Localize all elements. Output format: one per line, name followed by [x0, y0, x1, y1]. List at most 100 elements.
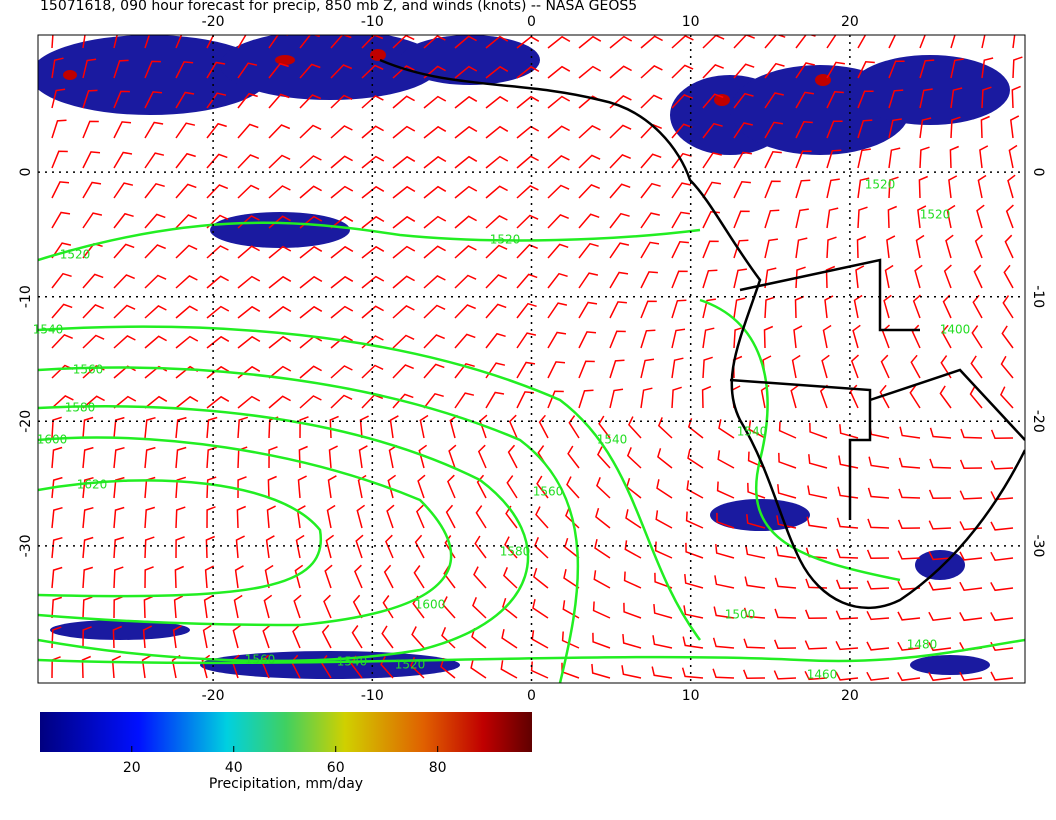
wind-barb	[795, 237, 808, 259]
wind-barb	[392, 155, 416, 169]
wind-barb	[656, 479, 673, 499]
wind-barb	[547, 390, 564, 409]
wind-barb	[81, 655, 91, 679]
wind-barb	[928, 489, 952, 499]
wind-barb	[971, 325, 983, 349]
wind-barb	[330, 155, 353, 169]
wind-barb	[454, 304, 476, 319]
wind-barb	[888, 89, 904, 109]
wind-barb	[330, 335, 353, 349]
wind-barb	[454, 333, 476, 349]
wind-barb	[743, 607, 766, 619]
wind-barb	[51, 272, 72, 289]
wind-barb	[268, 335, 292, 349]
wind-barb	[144, 365, 168, 379]
wind-barb	[144, 121, 164, 139]
wind-barb	[836, 548, 859, 559]
wind-barb	[794, 295, 805, 319]
wind-barb	[868, 456, 890, 469]
wind-barb	[795, 266, 806, 289]
wind-barb	[974, 234, 983, 259]
wind-barb	[835, 610, 859, 620]
wind-barb	[143, 595, 153, 619]
wind-barb	[144, 566, 154, 589]
wind-barb	[671, 299, 687, 319]
wind-barb	[671, 241, 689, 259]
wind-barb	[144, 213, 166, 229]
wind-barb	[897, 550, 921, 560]
wind-barb	[621, 665, 642, 679]
wind-barb	[534, 537, 549, 559]
wind-barb	[51, 506, 63, 529]
wind-barb	[474, 535, 487, 559]
wind-barb	[206, 506, 216, 529]
wind-barb	[897, 580, 921, 591]
wind-barb	[237, 416, 249, 439]
wind-barb	[268, 305, 292, 319]
wind-barb	[423, 125, 447, 139]
wind-barb	[578, 65, 602, 79]
wind-barb	[299, 35, 320, 49]
wind-barb	[898, 457, 921, 469]
wind-barb	[268, 154, 291, 169]
wind-barb	[857, 206, 868, 229]
wind-barb	[836, 517, 859, 529]
wind-barb	[516, 361, 536, 379]
wind-barb	[702, 152, 722, 169]
wind-barb	[733, 297, 746, 319]
wind-barb	[530, 661, 549, 679]
contour-label: 1520	[920, 208, 951, 222]
wind-barb	[112, 625, 122, 649]
wind-barb	[778, 421, 797, 439]
wind-barb	[764, 238, 779, 259]
wind-barb	[838, 455, 859, 469]
wind-barb	[454, 362, 475, 379]
wind-barb	[268, 275, 292, 289]
wind-barb	[804, 640, 828, 650]
wind-barb	[268, 185, 291, 199]
wind-barb	[866, 610, 890, 621]
wind-barb	[774, 577, 797, 589]
wind-barb	[897, 672, 921, 682]
wind-barb	[51, 150, 68, 169]
wind-barb	[392, 215, 416, 229]
wind-barb	[237, 123, 259, 139]
wind-barb	[477, 444, 487, 469]
colorbar-tick-label: 20	[123, 760, 141, 776]
wind-barb	[201, 654, 211, 679]
wind-barb	[206, 35, 215, 49]
axes: -20 -20 -10 -10 0 0 10 10 20 20 0 0 -10 -10 -20 -20 -30 -…	[18, 14, 1046, 704]
wind-barb	[204, 565, 215, 589]
wind-barb	[857, 35, 867, 49]
wind-barb	[113, 121, 132, 139]
wind-barb	[941, 324, 952, 349]
wind-barb	[423, 363, 445, 379]
wind-barb	[417, 474, 426, 499]
wind-barb	[392, 35, 415, 49]
wind-barb	[299, 305, 323, 319]
wind-barb	[946, 204, 956, 229]
wind-barb	[516, 185, 539, 199]
wind-barb	[640, 212, 660, 229]
wind-barb	[915, 234, 925, 259]
wind-barb	[51, 181, 70, 199]
wind-barb	[51, 416, 62, 439]
wind-barb	[609, 212, 630, 229]
wind-barb	[702, 356, 713, 379]
wind-barb	[268, 62, 289, 79]
wind-barb	[609, 65, 632, 79]
title: 15071618, 090 hour forecast for precip, …	[40, 0, 637, 14]
wind-barb	[51, 476, 63, 499]
wind-barb	[475, 505, 487, 529]
wind-barb	[235, 535, 245, 559]
wind-barb	[764, 92, 784, 109]
wind-barb	[682, 636, 704, 649]
wind-barb	[454, 392, 475, 409]
wind-barb	[82, 476, 94, 499]
wind-barb	[609, 183, 631, 199]
wind-barb	[928, 581, 952, 591]
wind-barb	[532, 599, 549, 619]
wind-barb	[423, 392, 444, 409]
wind-barb	[113, 274, 135, 289]
colorbar-tick-label: 40	[225, 760, 243, 776]
